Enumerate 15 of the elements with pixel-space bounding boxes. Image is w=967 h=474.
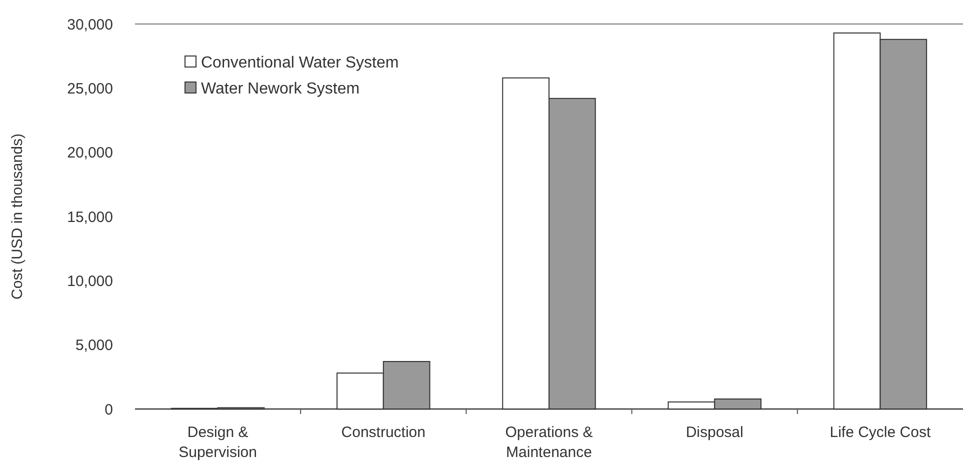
y-tick-label: 0 (104, 401, 113, 418)
y-tick-label: 15,000 (67, 208, 113, 226)
x-tick-label: Life Cycle Cost (830, 424, 932, 441)
y-axis-title: Cost (USD in thousands) (9, 134, 26, 300)
legend-label: Water Nework System (201, 80, 360, 98)
x-tick-label: Disposal (686, 424, 744, 441)
legend-label: Conventional Water System (201, 54, 399, 72)
y-tick-label: 10,000 (67, 272, 113, 290)
x-tick-label: Operations & Maintenance (505, 424, 593, 461)
y-tick-label: 5,000 (75, 337, 113, 354)
x-tick-label: Design & Supervision (178, 424, 257, 461)
y-tick-label: 30,000 (67, 16, 113, 34)
y-tick-label: 20,000 (67, 144, 113, 162)
y-tick-label: 25,000 (67, 80, 113, 98)
x-tick-label: Construction (341, 424, 426, 441)
